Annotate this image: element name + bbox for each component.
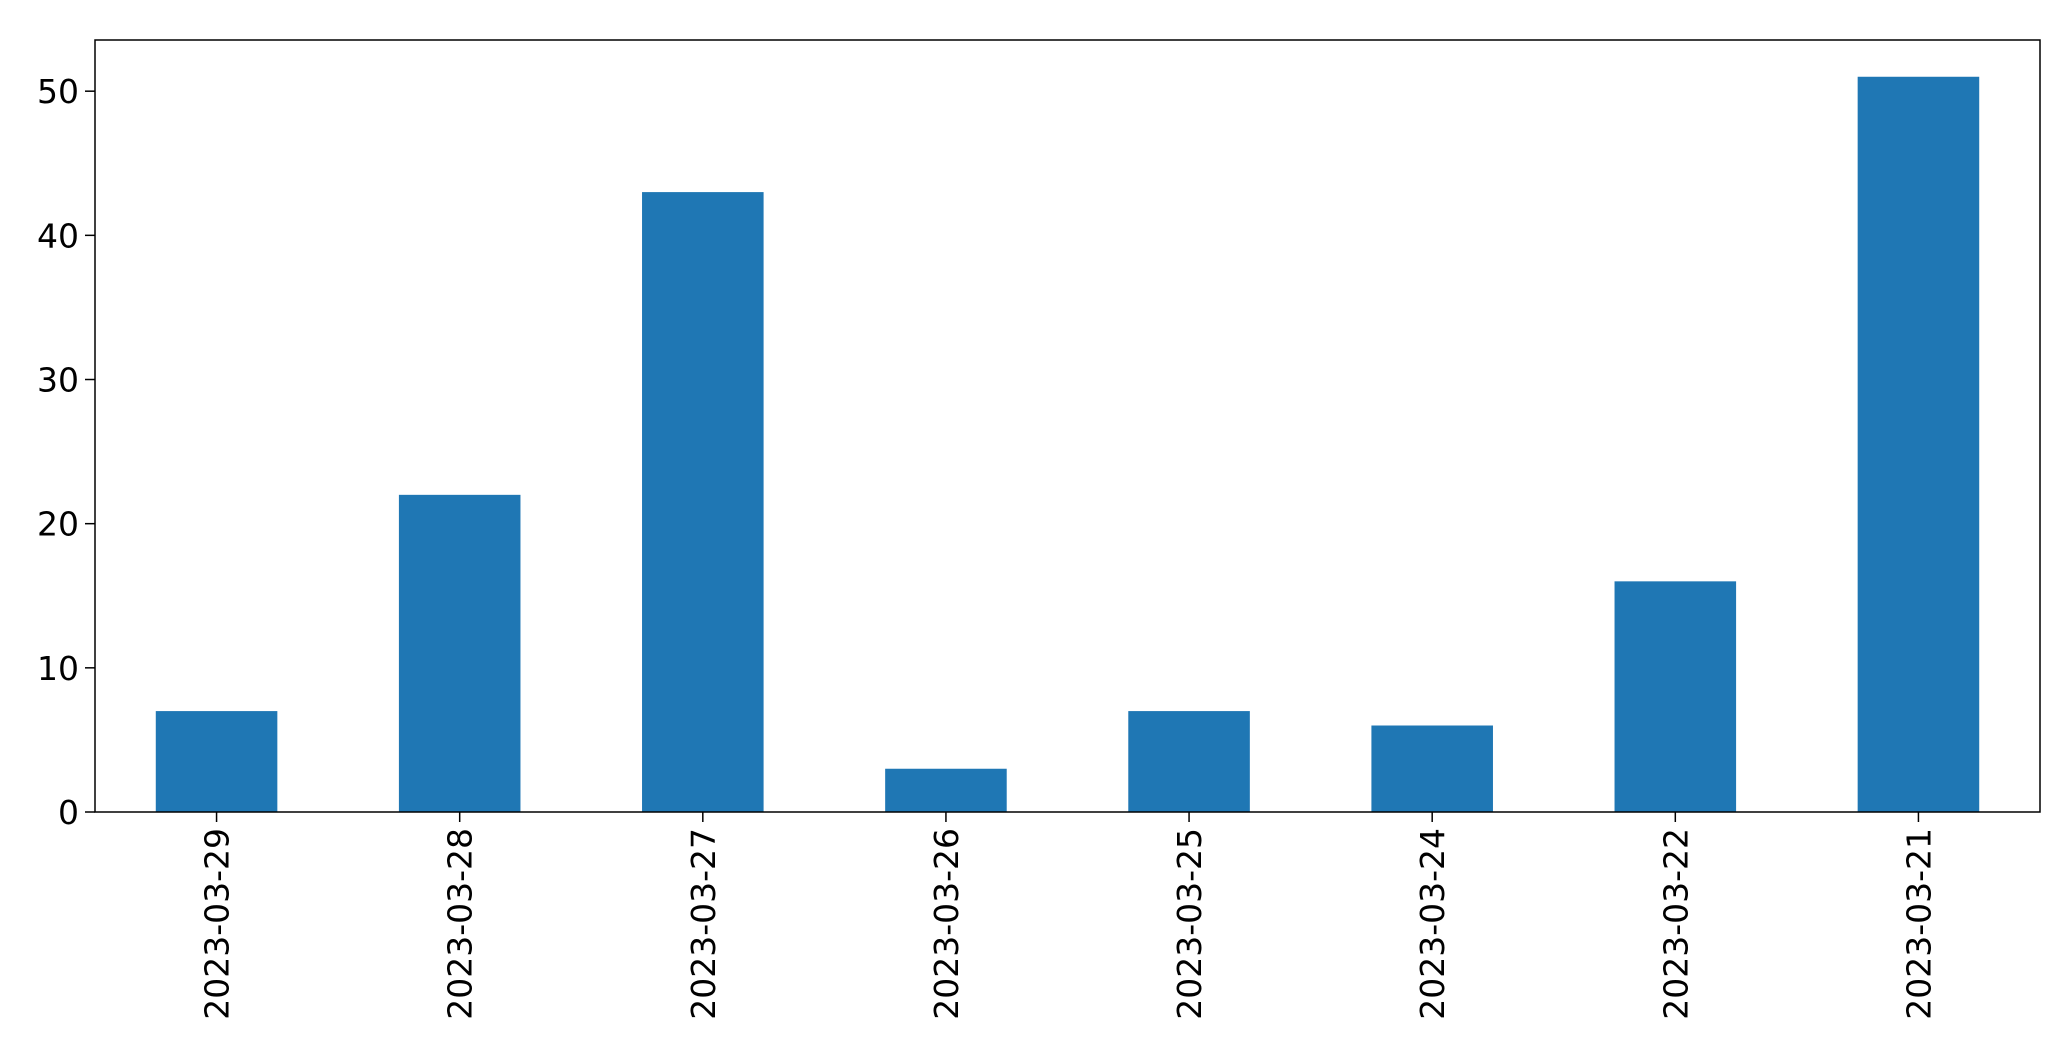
x-tick-label: 2023-03-28 <box>441 828 480 1020</box>
x-tick-label: 2023-03-22 <box>1656 828 1695 1020</box>
y-tick-label: 0 <box>58 793 79 832</box>
x-tick-label: 2023-03-24 <box>1413 828 1452 1020</box>
bar-2023-03-27 <box>642 192 764 812</box>
x-tick-label: 2023-03-26 <box>927 828 966 1020</box>
bar-2023-03-25 <box>1128 711 1250 812</box>
bar-2023-03-21 <box>1857 76 1980 812</box>
x-tick-label: 2023-03-29 <box>198 828 237 1020</box>
bar-2023-03-28 <box>398 494 521 812</box>
bar-2023-03-26 <box>885 768 1007 812</box>
bar-2023-03-24 <box>1371 725 1493 812</box>
bar-2023-03-29 <box>155 711 278 812</box>
y-tick-label: 20 <box>37 505 79 544</box>
x-tick-label: 2023-03-27 <box>684 828 723 1020</box>
y-tick-label: 40 <box>37 216 79 255</box>
bars-group <box>155 76 1980 812</box>
y-tick-label: 50 <box>37 72 79 111</box>
x-tick-label: 2023-03-21 <box>1899 828 1938 1020</box>
bar-2023-03-22 <box>1614 581 1737 812</box>
y-axis: 0 10 20 30 40 50 <box>37 72 95 832</box>
y-tick-label: 10 <box>37 649 79 688</box>
plot-frame <box>94 39 2041 813</box>
x-axis: 2023-03-29 2023-03-28 2023-03-27 2023-03-26… <box>198 812 1938 1020</box>
y-tick-label: 30 <box>37 361 79 400</box>
x-tick-label: 2023-03-25 <box>1170 828 1209 1020</box>
